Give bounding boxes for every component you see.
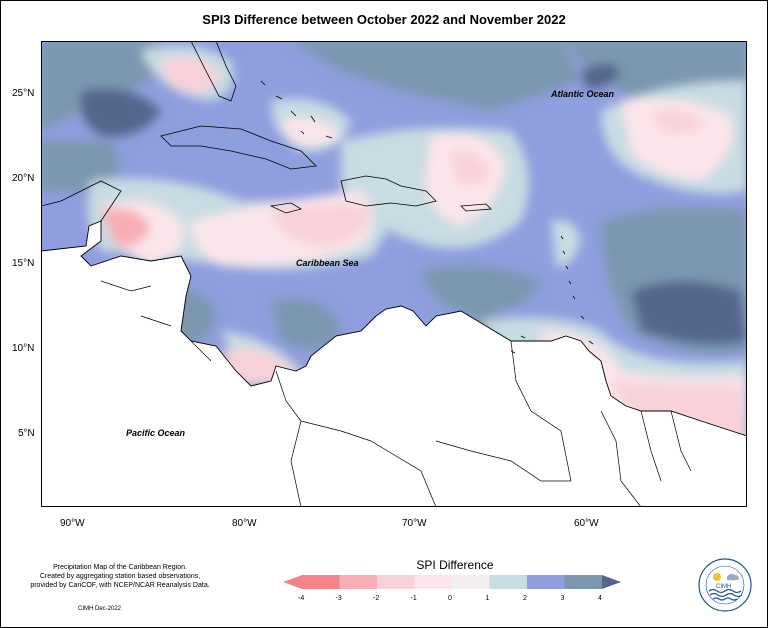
footer-description: Precipitation Map of the Caribbean Regio… (20, 563, 220, 590)
lon-tick-80: 80°W (232, 518, 257, 529)
lat-tick-5: 5°N (18, 428, 35, 439)
legend-tick-label: 4 (598, 595, 602, 602)
footer-line-1: Precipitation Map of the Caribbean Regio… (53, 564, 187, 571)
legend-title: SPI Difference (416, 558, 494, 572)
footer-line-2: Created by aggregating station based obs… (39, 573, 201, 580)
lat-tick-20: 20°N (12, 173, 35, 184)
spi-field (41, 41, 747, 507)
map-border (41, 41, 747, 507)
country-borders (100, 280, 692, 507)
legend-tick-label: -1 (410, 595, 417, 602)
legend-tick-label: -2 (373, 595, 380, 602)
land-central-south-america (41, 221, 747, 507)
footer-line-3: provided by CariCOF, with NCEP/NCAR Rean… (30, 582, 210, 589)
land-puerto-rico (460, 203, 492, 212)
legend-swatch (377, 575, 415, 589)
lon-tick-60: 60°W (574, 518, 599, 529)
coastline-mainland (41, 220, 747, 437)
legend-swatch (302, 575, 340, 589)
land-bahamas (260, 80, 333, 139)
lat-tick-15: 15°N (12, 258, 35, 269)
land-hispaniola (340, 175, 437, 207)
legend-tick-label: 3 (560, 595, 565, 602)
land-jamaica (269, 202, 303, 214)
caribbean-sea-label: Caribbean Sea (296, 258, 359, 268)
legend-swatch (527, 575, 565, 589)
pacific-ocean-label: Pacific Ocean (126, 428, 186, 438)
cimh-logo: CIMH (697, 557, 753, 613)
legend-colorbar (283, 575, 621, 589)
legend-swatch (452, 575, 490, 589)
legend-swatch (489, 575, 527, 589)
lon-tick-70: 70°W (402, 518, 427, 529)
map-panel[interactable]: Atlantic Ocean Caribbean Sea Pacific Oce… (41, 41, 747, 507)
land-lesser-antilles (510, 235, 594, 354)
atlantic-ocean-label: Atlantic Ocean (550, 89, 615, 99)
legend-swatch (564, 575, 602, 589)
legend-tick-label: -3 (335, 595, 342, 602)
legend-arrow-left (283, 575, 302, 589)
legend-tick-label: -4 (298, 595, 305, 602)
map-title: SPI3 Difference between October 2022 and… (202, 12, 566, 27)
cimh-seal-icon (698, 558, 752, 612)
lat-tick-10: 10°N (12, 343, 35, 354)
lat-tick-25: 25°N (12, 88, 35, 99)
legend-swatch (414, 575, 452, 589)
land-florida (190, 41, 237, 102)
legend-tick-label: 0 (448, 595, 452, 602)
legend-swatch (339, 575, 377, 589)
lon-tick-90: 90°W (60, 518, 85, 529)
land-cuba (160, 125, 317, 170)
logo-acronym: CIMH (716, 584, 732, 590)
legend-arrow-right (602, 575, 621, 589)
footer-credit: CIMH Dec-2022 (78, 606, 122, 612)
legend-tick-label: 1 (485, 595, 490, 602)
coastline-yucatan (41, 180, 122, 222)
legend-tick-label: 2 (523, 595, 527, 602)
